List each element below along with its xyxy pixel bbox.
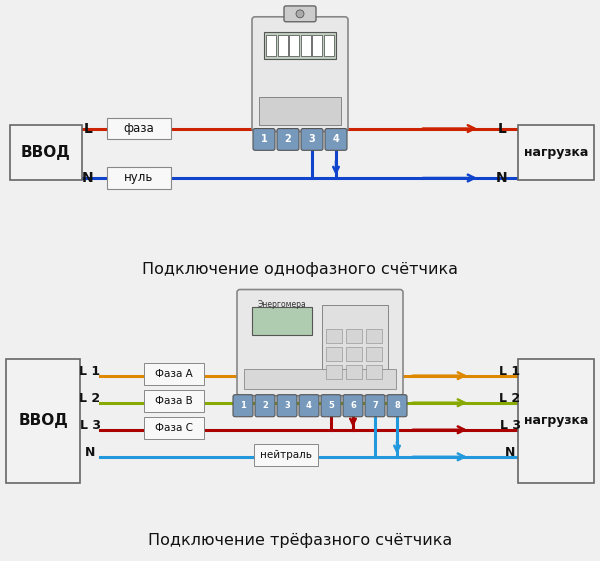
Text: L 1: L 1 [79, 365, 101, 378]
Text: 2: 2 [262, 401, 268, 410]
Bar [277, 35, 287, 56]
Text: Фаза А: Фаза А [155, 369, 193, 379]
Text: Подключение однофазного счётчика: Подключение однофазного счётчика [142, 263, 458, 278]
FancyBboxPatch shape [144, 390, 204, 412]
FancyBboxPatch shape [10, 125, 82, 180]
FancyBboxPatch shape [254, 444, 318, 466]
Text: Подключение трёфазного счётчика: Подключение трёфазного счётчика [148, 534, 452, 549]
FancyBboxPatch shape [277, 128, 299, 150]
Bar [346, 365, 362, 379]
Text: 3: 3 [308, 135, 316, 144]
Bar [244, 369, 396, 389]
Bar [326, 365, 342, 379]
FancyBboxPatch shape [284, 6, 316, 22]
Text: L 2: L 2 [79, 392, 101, 405]
Bar [301, 35, 311, 56]
Ellipse shape [296, 10, 304, 18]
Bar [322, 305, 388, 383]
Text: нуль: нуль [124, 172, 154, 185]
Text: Фаза С: Фаза С [155, 423, 193, 433]
Text: нагрузка: нагрузка [524, 146, 588, 159]
Bar [366, 329, 382, 343]
Text: нагрузка: нагрузка [524, 414, 588, 427]
Bar [289, 35, 299, 56]
Bar [326, 329, 342, 343]
FancyBboxPatch shape [343, 395, 363, 417]
Text: L 1: L 1 [499, 365, 521, 378]
Bar [264, 31, 336, 59]
FancyBboxPatch shape [365, 395, 385, 417]
FancyBboxPatch shape [107, 118, 171, 140]
Text: 8: 8 [394, 401, 400, 410]
FancyBboxPatch shape [233, 395, 253, 417]
Text: L 3: L 3 [499, 419, 521, 433]
FancyBboxPatch shape [387, 395, 407, 417]
FancyBboxPatch shape [253, 128, 275, 150]
Bar [266, 35, 276, 56]
FancyBboxPatch shape [107, 167, 171, 189]
FancyBboxPatch shape [301, 128, 323, 150]
FancyBboxPatch shape [144, 417, 204, 439]
Text: 2: 2 [284, 135, 292, 144]
Text: 5: 5 [328, 401, 334, 410]
Bar [326, 347, 342, 361]
Bar [312, 35, 322, 56]
Text: N: N [505, 447, 515, 459]
Text: фаза: фаза [124, 122, 154, 135]
Bar [366, 365, 382, 379]
Text: 7: 7 [372, 401, 378, 410]
FancyBboxPatch shape [237, 289, 403, 396]
Text: 3: 3 [284, 401, 290, 410]
Text: 1: 1 [260, 135, 268, 144]
FancyBboxPatch shape [6, 358, 80, 483]
Text: L 2: L 2 [499, 392, 521, 405]
Text: Энергомера: Энергомера [257, 300, 307, 309]
FancyBboxPatch shape [325, 128, 347, 150]
Bar [259, 97, 341, 125]
FancyBboxPatch shape [277, 395, 297, 417]
Text: N: N [85, 447, 95, 459]
Bar [346, 347, 362, 361]
FancyBboxPatch shape [321, 395, 341, 417]
Text: L: L [83, 122, 92, 136]
FancyBboxPatch shape [252, 17, 348, 131]
Bar [346, 329, 362, 343]
Text: L: L [497, 122, 506, 136]
Text: 6: 6 [350, 401, 356, 410]
Text: ВВОД: ВВОД [21, 145, 71, 160]
Bar [323, 35, 334, 56]
Text: N: N [82, 171, 94, 185]
Text: 4: 4 [332, 135, 340, 144]
FancyBboxPatch shape [144, 362, 204, 385]
FancyBboxPatch shape [255, 395, 275, 417]
Text: Фаза В: Фаза В [155, 396, 193, 406]
Text: N: N [496, 171, 508, 185]
Text: нейтраль: нейтраль [260, 450, 312, 460]
FancyBboxPatch shape [299, 395, 319, 417]
Text: ВВОД: ВВОД [18, 413, 68, 428]
Text: 4: 4 [306, 401, 312, 410]
FancyBboxPatch shape [518, 125, 594, 180]
Text: L 3: L 3 [79, 419, 101, 433]
Bar [252, 306, 312, 334]
Text: 1: 1 [240, 401, 246, 410]
FancyBboxPatch shape [518, 358, 594, 483]
Bar [366, 347, 382, 361]
